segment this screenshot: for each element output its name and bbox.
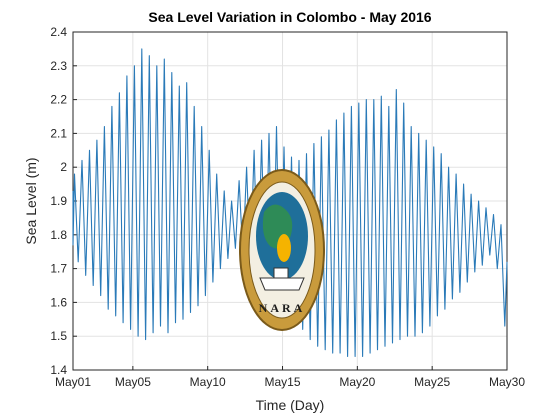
- chart-title: Sea Level Variation in Colombo - May 201…: [148, 9, 431, 25]
- x-tick-label: May10: [190, 375, 226, 389]
- y-axis: 1.4 1.5 1.6 1.7 1.8 1.9 2 2.1 2.2 2.3 2.4: [50, 25, 77, 377]
- nara-seal-logo: NARA: [239, 169, 325, 331]
- x-tick-label: May20: [339, 375, 375, 389]
- y-tick-label: 1.9: [50, 194, 67, 208]
- x-tick-label: May01: [55, 375, 91, 389]
- x-tick-label: May15: [265, 375, 301, 389]
- y-tick-label: 1.4: [50, 363, 67, 377]
- y-tick-label: 1.7: [50, 262, 67, 276]
- y-tick-label: 2.4: [50, 25, 67, 39]
- y-tick-label: 2: [60, 160, 67, 174]
- y-tick-label: 2.3: [50, 59, 67, 73]
- logo-text: NARA: [259, 301, 306, 315]
- x-axis-label: Time (Day): [256, 397, 325, 413]
- y-tick-label: 1.8: [50, 228, 67, 242]
- x-tick-label: May30: [489, 375, 525, 389]
- y-axis-label: Sea Level (m): [23, 157, 39, 244]
- y-tick-label: 2.1: [50, 126, 67, 140]
- x-axis: May01 May05 May10 May15 May20 May25 May30: [55, 366, 525, 389]
- x-tick-label: May25: [414, 375, 450, 389]
- x-tick-label: May05: [115, 375, 151, 389]
- y-tick-label: 1.5: [50, 329, 67, 343]
- y-tick-label: 2.2: [50, 93, 67, 107]
- y-tick-label: 1.6: [50, 295, 67, 309]
